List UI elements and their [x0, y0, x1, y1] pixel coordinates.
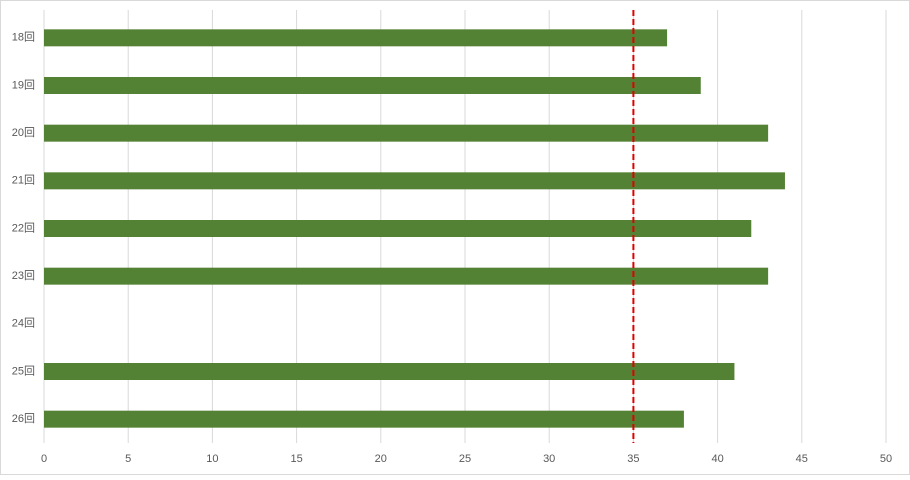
y-tick-label: 20回: [12, 126, 35, 139]
x-tick-label: 20: [375, 453, 387, 465]
y-tick-label: 24回: [12, 317, 35, 330]
y-tick-label: 26回: [12, 412, 35, 425]
x-tick-label: 15: [290, 453, 302, 465]
x-tick-label: 10: [206, 453, 218, 465]
bar: [44, 77, 701, 94]
x-tick-label: 45: [796, 453, 808, 465]
x-tick-label: 40: [711, 453, 723, 465]
bar: [44, 172, 785, 190]
x-tick-label: 5: [125, 453, 131, 465]
y-tick-label: 21回: [12, 174, 35, 187]
x-tick-label: 50: [880, 453, 892, 465]
bar: [44, 410, 684, 428]
y-tick-label: 22回: [12, 221, 35, 234]
bar: [44, 124, 769, 142]
bar: [44, 363, 735, 380]
y-tick-label: 19回: [12, 78, 35, 91]
x-tick-label: 30: [543, 453, 555, 465]
bar: [44, 29, 668, 47]
x-tick-label: 25: [459, 453, 471, 465]
x-tick-label: 0: [41, 453, 47, 465]
y-tick-label: 23回: [12, 269, 35, 282]
y-tick-label: 25回: [12, 364, 35, 377]
bar: [44, 267, 769, 285]
x-tick-label: 35: [627, 453, 639, 465]
bar: [44, 220, 752, 237]
y-tick-label: 18回: [12, 31, 35, 44]
